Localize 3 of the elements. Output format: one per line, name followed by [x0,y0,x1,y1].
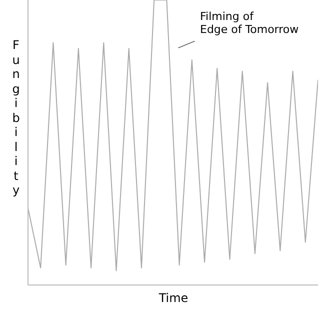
text: Fungibility [12,38,20,197]
x-axis-title: Time [158,291,190,305]
annotation: Filming of Edge of Tomorrow [200,10,299,36]
